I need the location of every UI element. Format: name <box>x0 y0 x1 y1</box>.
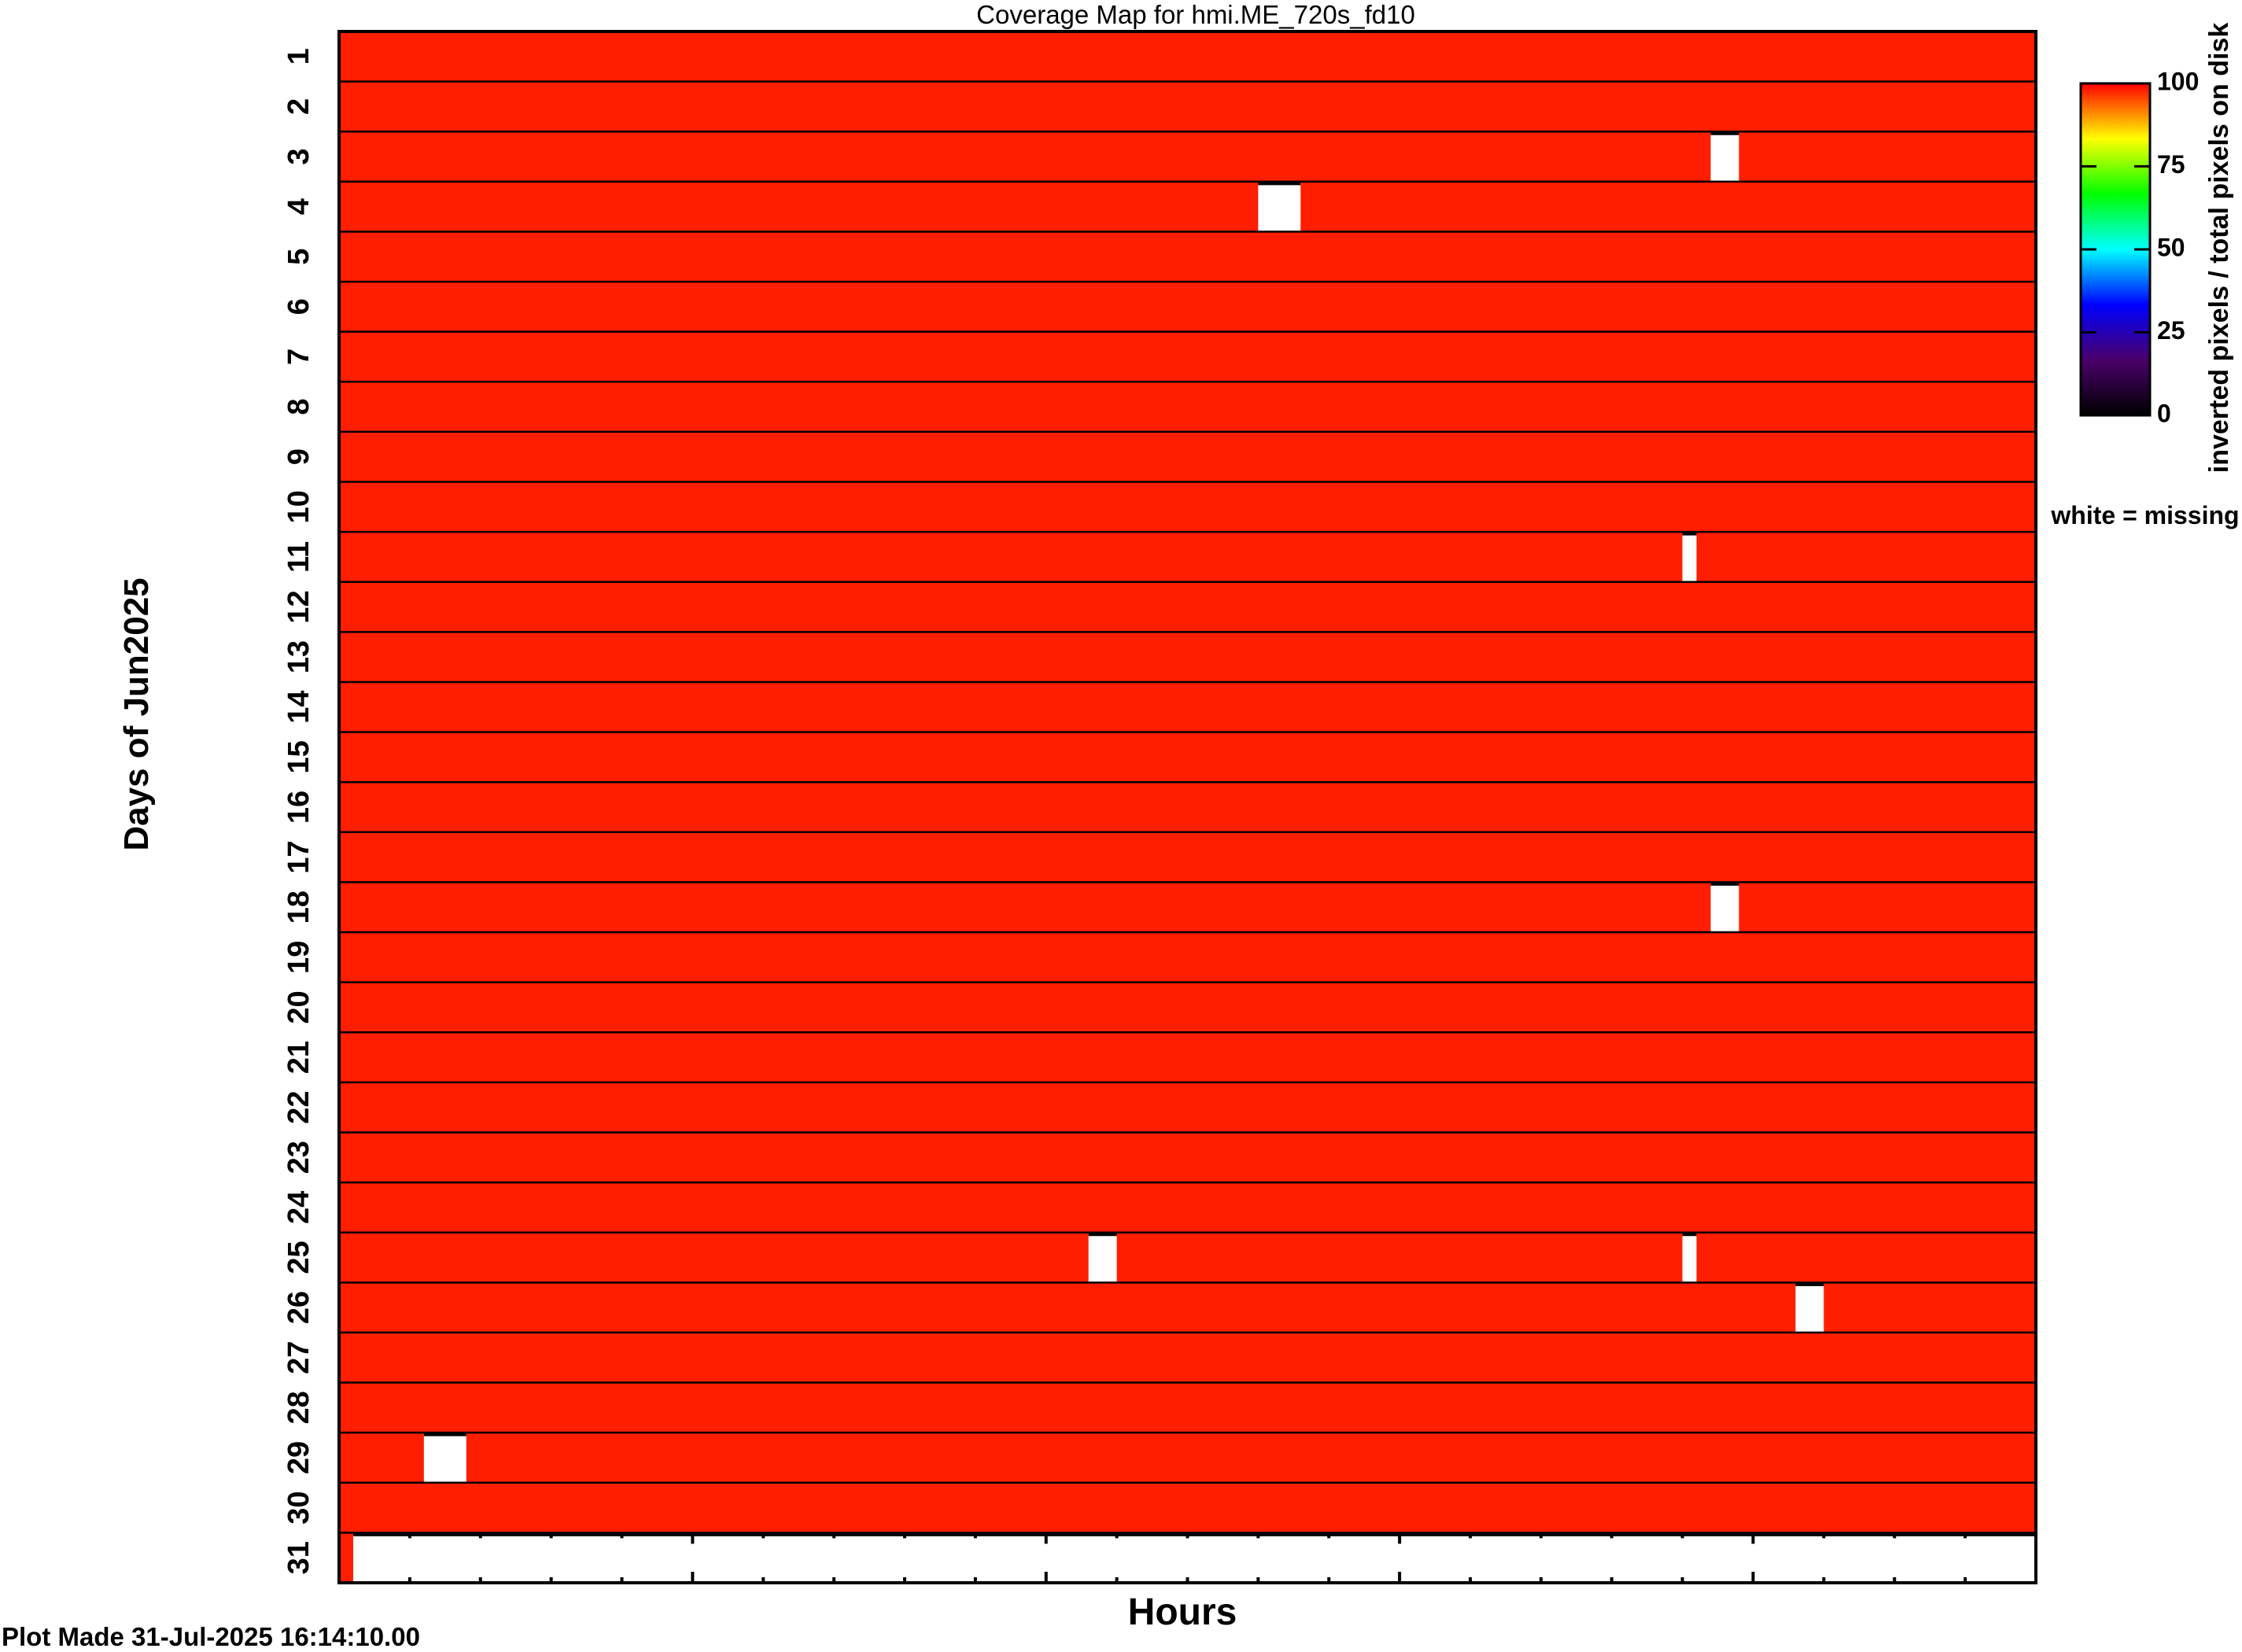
day-label: 22 <box>282 1091 315 1124</box>
missing-gap <box>1710 131 1739 182</box>
day-row-29 <box>339 1433 2036 1483</box>
colorbar-ticks: 0 25 50 75 100 <box>2081 67 2199 427</box>
missing-gap <box>423 1433 466 1483</box>
day-row-14 <box>339 681 2036 732</box>
day-label: 12 <box>282 590 315 623</box>
y-axis-label: Days of Jun2025 <box>117 577 156 850</box>
day-label: 10 <box>282 490 315 523</box>
heatmap-rows <box>339 31 2036 1583</box>
colorbar-tick-label: 100 <box>2157 67 2199 95</box>
day-label: 7 <box>282 348 315 365</box>
day-row-12 <box>339 581 2036 632</box>
day-row-2 <box>339 81 2036 132</box>
missing-gap <box>1682 532 1697 582</box>
day-row-16 <box>339 782 2036 832</box>
day-row-27 <box>339 1332 2036 1383</box>
day-row-20 <box>339 982 2036 1033</box>
day-label: 16 <box>282 791 315 824</box>
day-label: 24 <box>282 1191 315 1224</box>
day-row-23 <box>339 1132 2036 1183</box>
colorbar-tick-label: 75 <box>2157 150 2185 179</box>
day-label: 25 <box>282 1241 315 1274</box>
day-row-6 <box>339 282 2036 332</box>
day-label: 23 <box>282 1141 315 1174</box>
day-label: 27 <box>282 1341 315 1374</box>
day-label: 5 <box>282 249 315 265</box>
day-row-26 <box>339 1282 2036 1333</box>
colorbar-tick-label: 0 <box>2157 399 2171 427</box>
day-row-5 <box>339 231 2036 282</box>
plot-made-timestamp: Plot Made 31-Jul-2025 16:14:10.00 <box>2 1622 420 1651</box>
day-label: 30 <box>282 1491 315 1524</box>
missing-gap <box>1258 181 1301 232</box>
day-row-3 <box>339 131 2036 182</box>
day-label: 31 <box>282 1541 315 1574</box>
day-label: 28 <box>282 1391 315 1424</box>
day-label: 20 <box>282 990 315 1023</box>
day-label: 11 <box>282 541 315 573</box>
day-label: 13 <box>282 640 315 673</box>
day-label: 1 <box>282 48 315 65</box>
day-row-22 <box>339 1082 2036 1133</box>
day-label: 9 <box>282 448 315 465</box>
missing-note: white = missing <box>2050 501 2239 529</box>
day-label: 6 <box>282 298 315 315</box>
day-row-8 <box>339 382 2036 432</box>
day-row-25 <box>339 1232 2036 1283</box>
day-label: 21 <box>282 1041 315 1074</box>
colorbar-tick-label: 25 <box>2157 316 2185 345</box>
missing-gap <box>1710 882 1739 933</box>
day-label: 19 <box>282 941 315 974</box>
day-row-7 <box>339 331 2036 382</box>
day-row-24 <box>339 1182 2036 1233</box>
missing-gap <box>1682 1232 1697 1283</box>
missing-gap <box>1088 1232 1117 1283</box>
plot-frame <box>337 30 2037 1584</box>
x-axis-label: Hours <box>1128 1591 1237 1633</box>
colorbar-tick-label: 50 <box>2157 233 2185 261</box>
day-label: 4 <box>282 198 315 215</box>
colorbar-label: inverted pixels / total pixels on disk <box>2204 23 2234 474</box>
day-label: 8 <box>282 399 315 415</box>
chart-title: Coverage Map for hmi.ME_720s_fd10 <box>976 0 1415 29</box>
day-label: 14 <box>282 691 315 724</box>
day-row-13 <box>339 632 2036 682</box>
day-row-30 <box>339 1482 2036 1533</box>
day-row-18 <box>339 882 2036 933</box>
day-label: 15 <box>282 740 315 773</box>
day-row-21 <box>339 1032 2036 1082</box>
missing-gap <box>352 1532 2036 1583</box>
day-label: 3 <box>282 148 315 164</box>
missing-gap <box>1795 1282 1824 1333</box>
day-label: 26 <box>282 1291 315 1324</box>
day-label: 18 <box>282 891 315 924</box>
day-row-17 <box>339 832 2036 883</box>
day-row-1 <box>339 31 2036 82</box>
day-label: 17 <box>282 840 315 873</box>
day-row-4 <box>339 181 2036 232</box>
day-row-28 <box>339 1382 2036 1433</box>
day-row-19 <box>339 932 2036 983</box>
day-row-9 <box>339 431 2036 482</box>
day-labels: 1234567891011121314151617181920212223242… <box>282 48 315 1574</box>
day-row-11 <box>339 532 2036 582</box>
day-label: 29 <box>282 1441 315 1474</box>
day-label: 2 <box>282 98 315 115</box>
day-row-10 <box>339 481 2036 533</box>
day-row-15 <box>339 732 2036 783</box>
